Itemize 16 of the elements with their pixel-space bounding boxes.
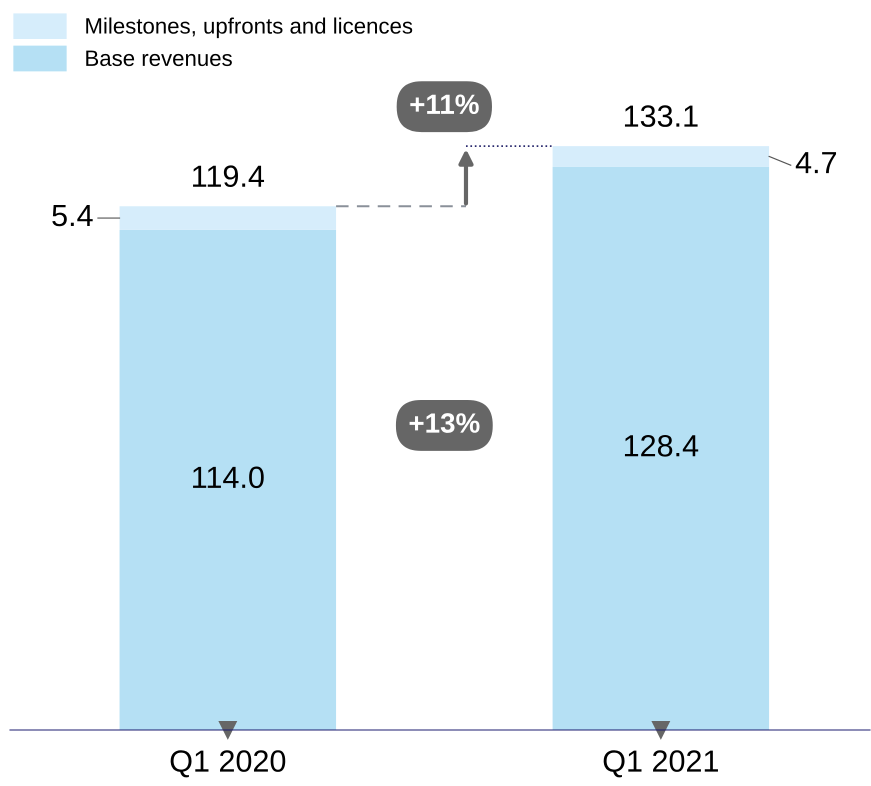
x-tick-label: Q1 2020 bbox=[170, 750, 286, 778]
data-label: 4.7 bbox=[796, 152, 836, 174]
total-label: 119.4 bbox=[193, 165, 264, 188]
text: +11% bbox=[410, 94, 479, 114]
bar bbox=[552, 166, 770, 730]
annotation: +13% bbox=[410, 413, 480, 433]
data-label: 128.4 bbox=[624, 434, 698, 457]
bar bbox=[552, 146, 770, 167]
data-label: 5.4 bbox=[52, 204, 93, 226]
legend-label: Base revenues bbox=[86, 50, 232, 66]
x-tick-label: Q1 2021 bbox=[604, 750, 718, 778]
bar bbox=[120, 206, 336, 230]
total-label: 133.1 bbox=[624, 105, 698, 127]
data-label: 114.0 bbox=[193, 466, 264, 488]
bar bbox=[120, 230, 336, 730]
legend-label: Milestones, upfronts and licences bbox=[86, 17, 412, 38]
